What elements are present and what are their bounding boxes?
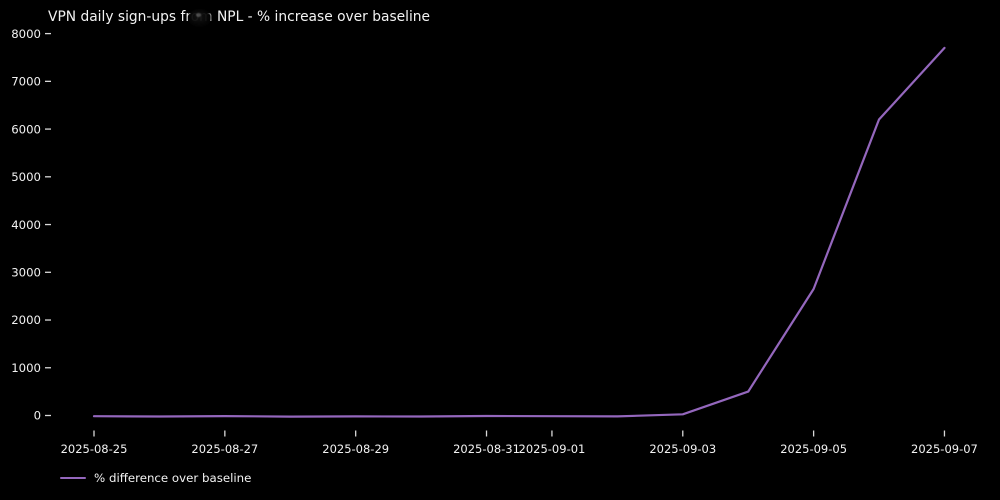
x-tick-label: 2025-09-01: [519, 442, 586, 456]
x-tick-label: 2025-08-25: [61, 442, 128, 456]
y-tick-label: 2000: [11, 313, 41, 327]
x-tick-label: 2025-08-29: [322, 442, 389, 456]
legend-line-swatch: [60, 476, 86, 480]
x-tick-label: 2025-08-27: [191, 442, 258, 456]
cursor-smudge-highlight: [196, 13, 201, 17]
legend-label: % difference over baseline: [94, 471, 252, 485]
y-tick-label: 3000: [11, 265, 41, 279]
y-tick-label: 7000: [11, 75, 41, 89]
series-line: [92, 46, 946, 418]
y-tick-label: 6000: [11, 122, 41, 136]
y-tick-label: 5000: [11, 170, 41, 184]
y-tick-label: 0: [34, 409, 41, 423]
y-tick-label: 4000: [11, 218, 41, 232]
x-tick-label: 2025-08-31: [453, 442, 520, 456]
x-tick-label: 2025-09-03: [649, 442, 716, 456]
y-axis: 0 1000 2000 3000 4000 5000 6000 7000 8000: [11, 27, 51, 423]
y-tick-label: 1000: [11, 361, 41, 375]
chart-title: VPN daily sign-ups from NPL - % increase…: [48, 9, 431, 25]
legend: % difference over baseline: [60, 471, 251, 485]
x-tick-label: 2025-09-05: [780, 442, 847, 456]
x-axis: 2025-08-25 2025-08-27 2025-08-29 2025-08-31…: [61, 430, 978, 456]
cursor-smudge-icon: [188, 9, 212, 27]
x-tick-label: 2025-09-07: [911, 442, 978, 456]
y-tick-label: 8000: [11, 27, 41, 41]
